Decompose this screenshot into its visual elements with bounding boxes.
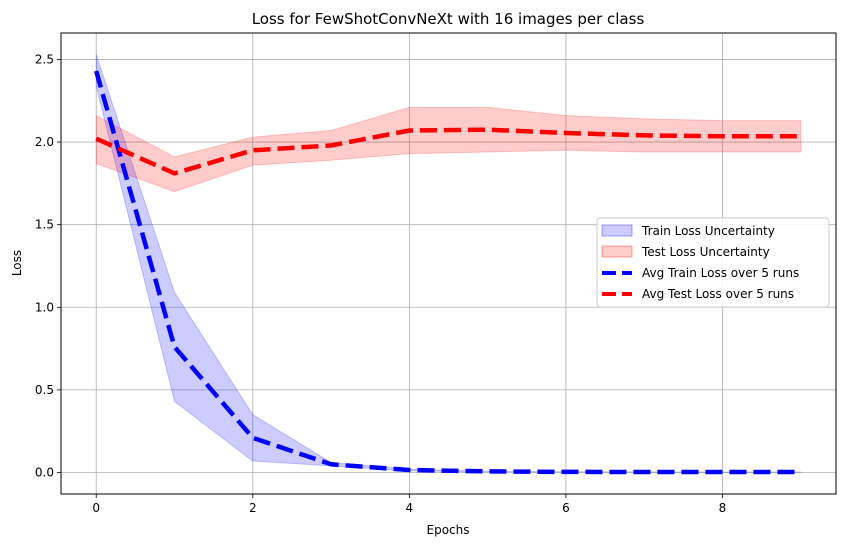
x-tick-label: 6 — [562, 501, 570, 515]
legend-label-test-line: Avg Test Loss over 5 runs — [642, 287, 794, 301]
series-lines — [94, 70, 801, 475]
x-tick-label: 4 — [406, 501, 414, 515]
y-tick-label: 1.5 — [35, 218, 54, 232]
y-ticks: 0.0 0.5 1.0 1.5 2.0 2.5 — [35, 52, 61, 480]
legend-label-test-band: Test Loss Uncertainty — [641, 245, 770, 259]
y-tick-label: 0.0 — [35, 466, 54, 480]
legend-swatch-train-band — [601, 224, 633, 237]
legend: Train Loss Uncertainty Test Loss Uncerta… — [596, 217, 830, 308]
y-tick-label: 0.5 — [35, 383, 54, 397]
y-axis-label: Loss — [10, 250, 24, 276]
x-axis-label: Epochs — [427, 523, 470, 537]
y-tick-label: 1.0 — [35, 300, 54, 314]
legend-box — [596, 217, 830, 308]
test-uncertainty-band — [95, 106, 802, 193]
chart-title: Loss for FewShotConvNeXt with 16 images … — [252, 10, 645, 28]
x-tick-label: 2 — [249, 501, 257, 515]
x-ticks: 0 2 4 6 8 — [92, 494, 726, 515]
y-tick-label: 2.5 — [35, 52, 54, 66]
y-tick-label: 2.0 — [35, 135, 54, 149]
plot-frame — [60, 32, 837, 495]
avg-train-loss-line — [94, 70, 801, 475]
legend-label-train-band: Train Loss Uncertainty — [641, 224, 775, 238]
x-tick-label: 0 — [92, 501, 100, 515]
legend-swatch-test-band — [601, 245, 633, 258]
legend-label-train-line: Avg Train Loss over 5 runs — [642, 266, 799, 280]
avg-test-loss-line — [95, 127, 801, 176]
x-tick-label: 8 — [719, 501, 727, 515]
